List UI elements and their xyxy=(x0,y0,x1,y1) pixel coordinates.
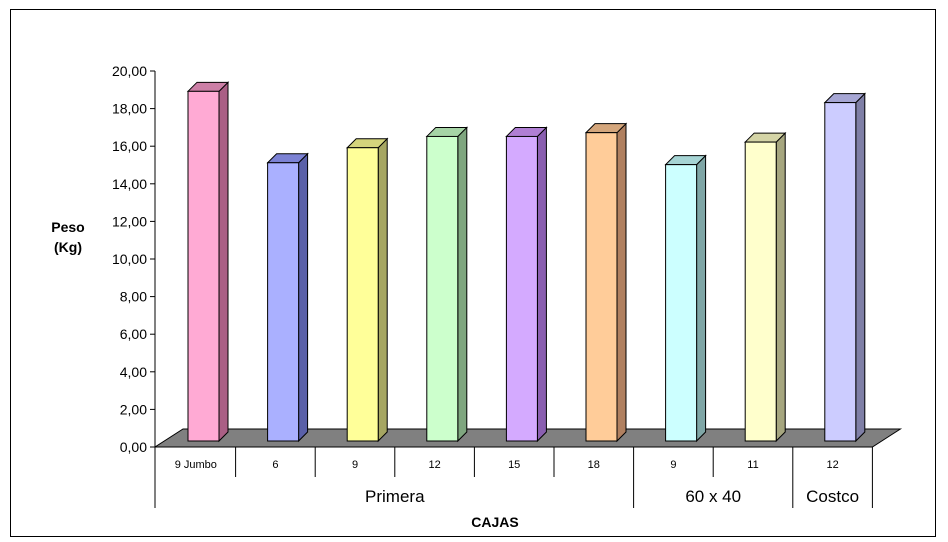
bar xyxy=(585,132,618,442)
bar-side xyxy=(616,122,627,443)
y-tick-label: 2,00 xyxy=(120,401,147,417)
bar-side xyxy=(855,92,866,443)
y-tick-label: 8,00 xyxy=(120,289,147,305)
bar-side xyxy=(457,126,468,443)
x-tick-label: 9 Jumbo xyxy=(175,459,217,471)
y-tick-label: 10,00 xyxy=(112,251,147,267)
bar-side xyxy=(377,137,388,443)
y-tick-label: 18,00 xyxy=(112,101,147,117)
y-tick-label: 6,00 xyxy=(120,326,147,342)
y-tick-label: 12,00 xyxy=(112,213,147,229)
bar xyxy=(267,162,300,442)
bar xyxy=(505,135,538,442)
bar xyxy=(744,141,777,442)
bar-side xyxy=(536,126,547,443)
y-tick-label: 20,00 xyxy=(112,63,147,79)
x-tick-label: 12 xyxy=(826,459,838,471)
bar-side xyxy=(696,154,707,443)
y-axis-title-line-2: (Kg) xyxy=(54,239,82,255)
bar xyxy=(187,90,220,442)
group-label: Costco xyxy=(806,487,859,506)
y-axis-title-line-1: Peso xyxy=(51,219,84,235)
x-tick-label: 9 xyxy=(352,459,358,471)
y-tick-label: 14,00 xyxy=(112,176,147,192)
group-label: 60 x 40 xyxy=(685,487,741,506)
group-label: Primera xyxy=(365,487,425,506)
x-tick-label: 12 xyxy=(428,459,440,471)
bar xyxy=(346,147,379,442)
y-tick-label: 0,00 xyxy=(120,439,147,455)
x-tick-label: 9 xyxy=(670,459,676,471)
bar xyxy=(665,164,698,442)
x-tick-label: 18 xyxy=(588,459,600,471)
bar xyxy=(824,102,857,442)
x-tick-label: 6 xyxy=(272,459,278,471)
y-tick-label: 4,00 xyxy=(120,364,147,380)
y-tick-label: 16,00 xyxy=(112,138,147,154)
x-tick-label: 15 xyxy=(508,459,520,471)
bar-side xyxy=(775,131,786,443)
bar-side xyxy=(298,152,309,443)
x-tick-label: 11 xyxy=(747,459,758,471)
bar-side xyxy=(218,81,229,443)
x-axis-title: CAJAS xyxy=(471,514,518,530)
bar xyxy=(426,135,459,442)
